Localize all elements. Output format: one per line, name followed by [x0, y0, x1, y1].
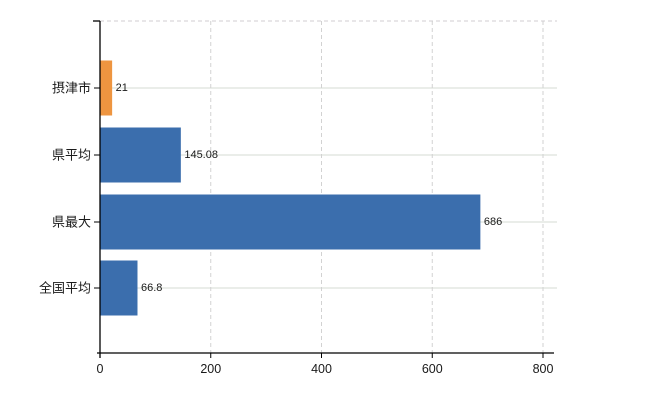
- chart-bar-1: [100, 127, 181, 183]
- chart-bar-0: [100, 60, 113, 116]
- chart-bar-3: [100, 260, 138, 316]
- value-label-3: 66.8: [141, 282, 162, 294]
- value-label-2: 686: [484, 216, 502, 228]
- category-label-0: 摂津市: [52, 81, 91, 96]
- x-tick-label: 400: [311, 362, 332, 376]
- category-label-2: 県最大: [52, 215, 91, 230]
- x-tick-label: 800: [533, 362, 554, 376]
- value-label-0: 21: [116, 82, 128, 94]
- category-label-1: 県平均: [52, 148, 91, 163]
- x-tick-label: 0: [97, 362, 104, 376]
- x-tick-label: 200: [200, 362, 221, 376]
- category-label-3: 全国平均: [39, 281, 91, 296]
- x-tick-label: 600: [422, 362, 443, 376]
- chart-bar-2: [100, 194, 481, 250]
- value-label-1: 145.08: [184, 149, 218, 161]
